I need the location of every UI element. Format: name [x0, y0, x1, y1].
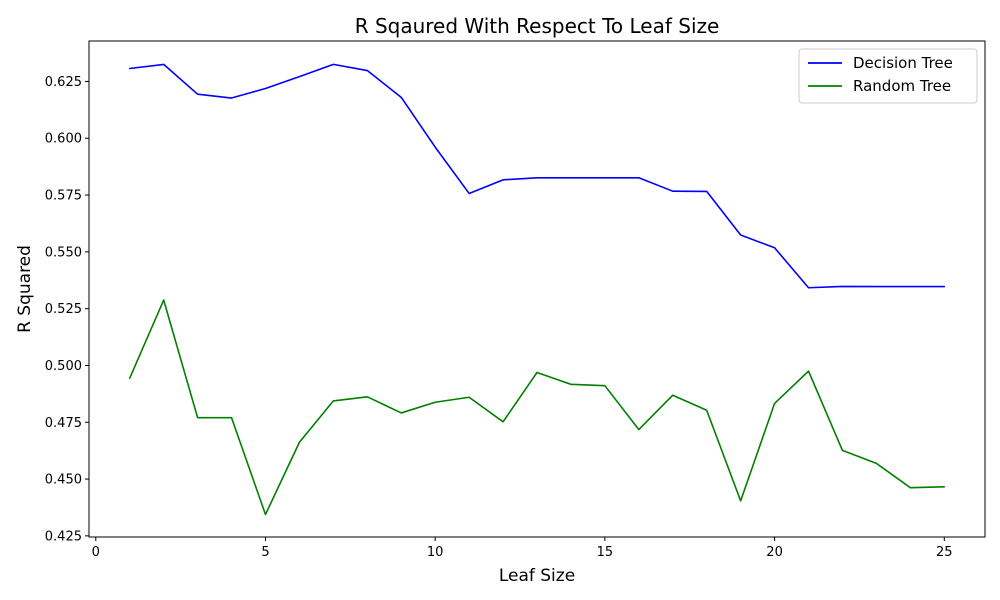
y-tick-label: 0.575: [45, 189, 82, 204]
series-line-decision-tree: [128, 63, 946, 289]
y-tick-label: 0.425: [45, 529, 82, 544]
legend-label-random-tree: Random Tree: [853, 77, 951, 95]
y-tick-label: 0.450: [45, 473, 82, 488]
y-tick-label: 0.500: [45, 359, 82, 374]
y-tick-label: 0.625: [45, 75, 82, 90]
y-axis-label: R Squared: [15, 245, 35, 333]
plot-area: 0 5 10 15 20 25 0.425 0.450 0.475 0.500 0.525 0.550…: [45, 40, 986, 560]
y-tick-label: 0.525: [45, 302, 82, 317]
y-tick-label: 0.550: [45, 245, 82, 260]
legend-label-decision-tree: Decision Tree: [853, 54, 953, 72]
y-tick-label: 0.475: [45, 416, 82, 431]
x-tick-label: 5: [261, 545, 269, 560]
legend-box: [798, 48, 978, 104]
x-tick-label: 0: [92, 545, 100, 560]
x-axis-label: Leaf Size: [499, 566, 575, 586]
x-tick-label: 25: [936, 545, 953, 560]
x-tick-label: 10: [427, 545, 444, 560]
chart-title: R Sqaured With Respect To Leaf Size: [355, 14, 720, 38]
legend: Decision Tree Random Tree: [798, 48, 978, 104]
x-tick-label: 20: [766, 545, 783, 560]
plot-frame: [88, 40, 986, 538]
x-tick-label: 15: [597, 545, 614, 560]
series-line-random-tree: [128, 299, 946, 516]
y-tick-label: 0.600: [45, 132, 82, 147]
